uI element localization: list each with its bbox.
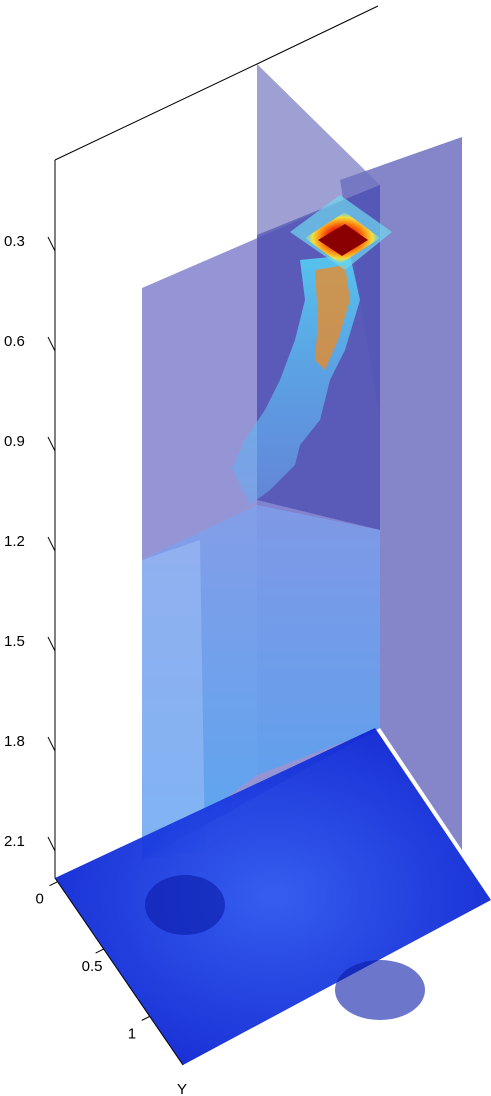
z-tick-label: 1.5 (4, 633, 25, 650)
y-tick-mark (49, 881, 58, 887)
plume-core (315, 265, 350, 370)
y-axis (54, 877, 184, 1066)
hotspot-core (318, 224, 368, 256)
z-tick-label: 1.8 (4, 733, 25, 750)
z-tick-mark (47, 636, 56, 652)
y-tick-label: 1 (128, 1025, 136, 1042)
y-tick-mark (95, 948, 104, 954)
z-tick-mark (47, 236, 56, 252)
z-tick-mark (47, 736, 56, 752)
y-tick-label: 0 (36, 891, 44, 908)
horizontal-slice-bottom (55, 728, 491, 1065)
y-tick-label: 0.5 (82, 958, 103, 975)
z-tick-label: 1.2 (4, 533, 25, 550)
z-tick-mark (47, 836, 56, 852)
z-tick-mark (47, 336, 56, 352)
z-tick-label: 2.1 (4, 833, 25, 850)
z-axis-ticks: 0.3 0.6 0.9 1.2 1.5 1.8 2.1 (4, 233, 56, 852)
axes-box (54, 5, 379, 878)
y-axis-ticks: 00.51 (36, 881, 150, 1042)
y-tick-mark (141, 1015, 150, 1021)
z-tick-mark (47, 536, 56, 552)
plume-lower-left (142, 540, 205, 860)
z-tick-label: 0.9 (4, 433, 25, 450)
floor-dark-patch-2 (335, 960, 425, 1020)
z-tick-mark (47, 436, 56, 452)
y-axis-label: Y (177, 1081, 187, 1096)
z-tick-label: 0.3 (4, 233, 25, 250)
floor-dark-patch-1 (145, 875, 225, 935)
z-tick-label: 0.6 (4, 333, 25, 350)
